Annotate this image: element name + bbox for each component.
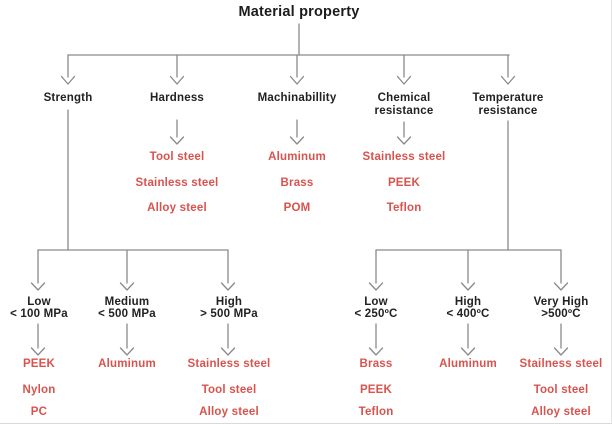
level-label: High — [215, 296, 243, 308]
level-label: High — [454, 296, 482, 308]
material-item: Stainless steel — [362, 151, 446, 163]
category-node-temperature-resistance: Temperature resistance — [472, 92, 544, 117]
material-item: Tool steel — [533, 384, 589, 396]
material-item: PEEK — [387, 177, 421, 189]
level-label: Very High — [533, 296, 589, 308]
material-item: PEEK — [359, 384, 393, 396]
material-item: Tool steel — [149, 151, 205, 163]
level-node-temperature-low: Low < 250ºC — [354, 296, 398, 320]
material-item: Aluminum — [268, 151, 326, 163]
material-item: PEEK — [22, 358, 56, 370]
material-item: Aluminum — [439, 358, 497, 370]
material-item: Tool steel — [201, 384, 257, 396]
material-item: POM — [283, 202, 311, 214]
level-range: < 100 MPa — [10, 307, 68, 320]
level-range: < 250ºC — [354, 307, 398, 320]
material-item: Nylon — [22, 384, 56, 396]
level-label: Low — [364, 296, 388, 308]
level-node-strength-medium: Medium < 500 MPa — [98, 296, 156, 320]
material-item: Aluminum — [98, 358, 156, 370]
material-item: Alloy steel — [531, 406, 591, 418]
category-node-chemical-resistance: Chemical resistance — [374, 92, 434, 117]
root-node: Material property — [238, 4, 360, 20]
level-node-temperature-very-high: Very High >500ºC — [533, 296, 589, 320]
category-node-hardness: Hardness — [149, 92, 205, 104]
material-item: Teflon — [386, 202, 422, 214]
material-item: Alloy steel — [199, 406, 259, 418]
level-label: Low — [27, 296, 51, 308]
category-node-machinability: Machinabillity — [257, 92, 337, 104]
level-node-strength-low: Low < 100 MPa — [10, 296, 68, 320]
level-node-temperature-high: High < 400ºC — [446, 296, 490, 320]
category-node-strength: Strength — [43, 92, 93, 104]
level-node-strength-high: High > 500 MPa — [200, 296, 258, 320]
level-range: < 500 MPa — [98, 307, 156, 320]
material-item: Alloy steel — [147, 202, 207, 214]
level-range: > 500 MPa — [200, 307, 258, 320]
material-item: Brass — [280, 177, 314, 189]
material-item: PC — [30, 406, 48, 418]
material-item: Teflon — [358, 406, 394, 418]
material-item: Stailness steel — [519, 358, 603, 370]
material-item: Stainless steel — [135, 177, 219, 189]
level-label: Medium — [104, 296, 150, 308]
level-range: >500ºC — [541, 307, 581, 320]
material-item: Brass — [359, 358, 393, 370]
level-range: < 400ºC — [446, 307, 490, 320]
material-item: Stainless steel — [187, 358, 271, 370]
